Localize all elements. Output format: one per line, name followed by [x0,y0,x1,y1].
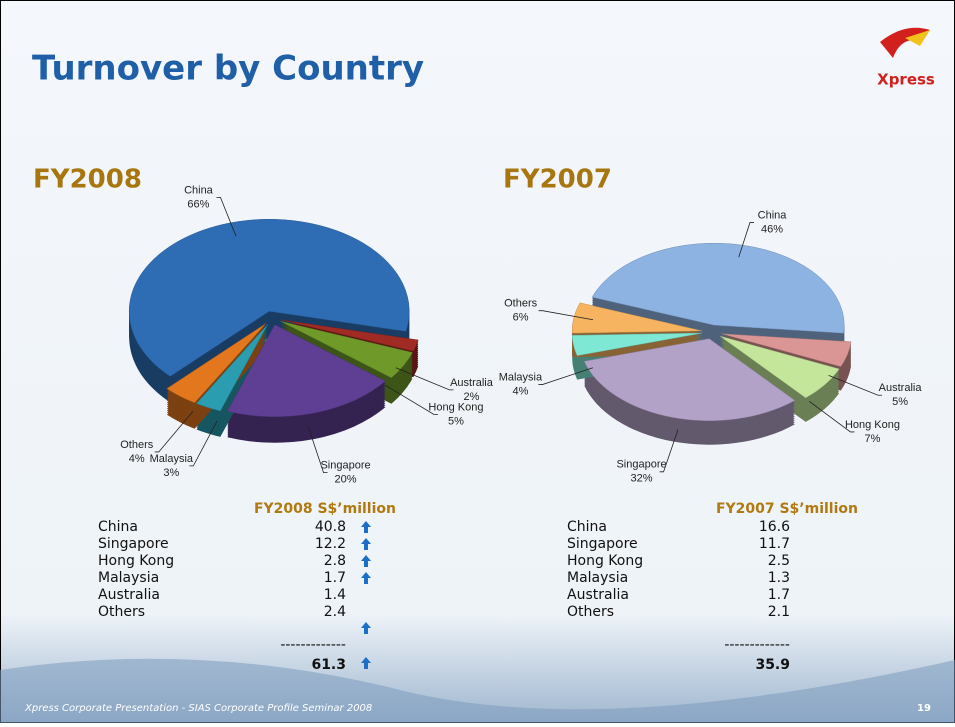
row-value: 2.5 [768,553,790,569]
slice-label: Australia [450,377,494,389]
trend-arrows [361,521,371,669]
slice-value-label: 3% [163,467,179,479]
slice [719,335,840,399]
row-value: 2.8 [324,553,346,569]
slice [281,319,419,352]
up-arrow [361,572,371,584]
footer-text: Xpress Corporate Presentation - SIAS Cor… [24,703,372,714]
row-label: Singapore [98,536,169,552]
leader-line [307,425,328,474]
table-separator: ------------- [724,637,790,653]
slice-label: Others [120,439,154,451]
table-header: FY2008 S$’million [254,501,396,517]
logo-mark-accent [905,30,930,46]
leader-line [216,196,237,237]
row-value: 1.7 [768,587,790,603]
up-arrow [361,657,371,669]
slice-value-label: 2% [464,391,480,403]
row-label: China [98,519,138,535]
slice-label: China [184,184,214,196]
leader-line [809,400,855,433]
row-label: Others [567,604,614,620]
slice-value-label: 6% [513,312,529,324]
chart-title: FY2008 [33,165,142,195]
row-value: 2.1 [768,604,790,620]
slice [721,333,852,367]
pie-tops [128,219,419,417]
table-total: 35.9 [755,657,790,673]
up-arrow [361,555,371,567]
slice-label: Singapore [616,459,666,471]
leader-line [384,384,438,415]
slice-label: Malaysia [499,371,543,383]
row-value: 1.7 [324,570,346,586]
slice [226,324,386,417]
leader-line [828,374,883,396]
slice-label: Singapore [320,460,370,472]
slice [196,324,268,412]
slide-title: Turnover by Country [32,49,424,89]
up-arrow [361,521,371,533]
row-value: 12.2 [315,536,346,552]
pie: China 46% Australia 5% Hong Kong 7% Singapore 3… [499,209,923,484]
up-arrow [361,622,371,634]
slice [571,302,703,334]
row-value: 2.4 [324,604,346,620]
slice [583,338,796,421]
leader-line [154,411,194,453]
logo-text: Xpress [877,71,935,89]
slice [280,321,413,379]
slice-value-label: 5% [448,415,464,427]
row-label: Malaysia [567,570,628,586]
up-arrow [361,538,371,550]
slice-value-label: 32% [631,473,653,485]
row-label: Hong Kong [98,553,174,569]
leader-line [538,367,594,385]
slice-label: Malaysia [150,453,194,465]
row-value: 16.6 [759,519,790,535]
pie-tops [571,242,852,421]
slice-value-label: 66% [187,198,209,210]
leader-line [538,310,594,321]
row-label: China [567,519,607,535]
footer-wave [0,658,955,723]
slice-label: Others [504,298,538,310]
slice [571,332,703,356]
pie-labels: China 66% Australia 2%Hong Kong 5% Singapore 2… [120,184,494,485]
slice-value-label: 4% [129,453,145,465]
slice [166,323,267,404]
row-label: Others [98,604,145,620]
slice-value-label: 20% [335,474,357,486]
slice-label: Hong Kong [428,401,483,413]
row-value: 1.3 [768,570,790,586]
table-header: FY2007 S$’million [716,501,858,517]
slice-label: Australia [879,382,923,394]
leader-line [395,367,454,391]
leader-line [659,429,679,473]
slice-value-label: 46% [761,223,783,235]
slice-value-label: 7% [865,433,881,445]
slice-label: Hong Kong [845,419,900,431]
page-number: 19 [917,703,931,714]
row-label: Hong Kong [567,553,643,569]
slice-value-label: 5% [892,396,908,408]
row-label: Australia [98,587,160,603]
leader-line [189,420,218,467]
leader-line [738,222,755,258]
pie-labels: China 46% Australia 5% Hong Kong 7% Singapore 3… [499,209,923,484]
row-value: 40.8 [315,519,346,535]
table-total: 61.3 [311,657,346,673]
row-value: 11.7 [759,536,790,552]
slice-value-label: 4% [512,385,528,397]
chart-title: FY2007 [503,165,612,195]
pie: China 66% Australia 2%Hong Kong 5% Singapore 2… [120,184,494,485]
row-label: Singapore [567,536,638,552]
row-label: Australia [567,587,629,603]
slice-label: China [758,209,788,221]
slice [128,219,410,377]
table-separator: ------------- [280,637,346,653]
row-value: 1.4 [324,587,346,603]
row-label: Malaysia [98,570,159,586]
